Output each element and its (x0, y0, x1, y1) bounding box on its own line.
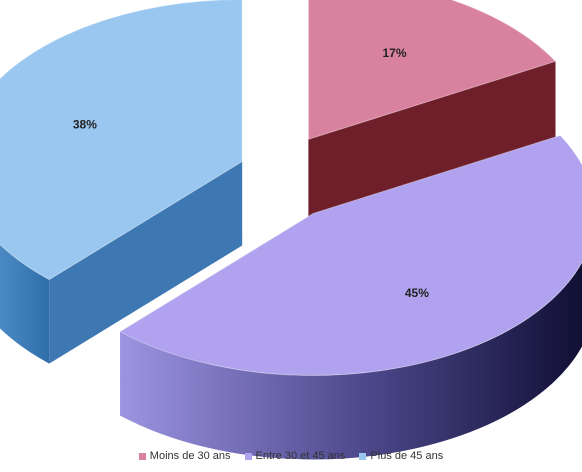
slice-entre (119, 134, 582, 376)
data-label-entre: 45% (405, 286, 429, 300)
legend-label-entre: Entre 30 et 45 ans (255, 450, 346, 462)
legend-label-plus: Plus de 45 ans (370, 450, 444, 462)
slice-moins (307, 0, 557, 140)
data-label-moins: 17% (382, 46, 406, 60)
slice-plus-cut-start (49, 161, 243, 364)
legend: Moins de 30 ans Entre 30 et 45 ans Plus … (0, 450, 582, 462)
slice-moins-cut-end (308, 61, 556, 224)
legend-label-moins: Moins de 30 ans (149, 450, 231, 462)
slice-plus (0, 0, 243, 281)
legend-swatch-entre (244, 452, 252, 460)
data-label-plus: 38% (73, 118, 97, 132)
slice-entre-side (120, 262, 582, 460)
legend-item-moins: Moins de 30 ans (138, 450, 231, 462)
legend-item-entre: Entre 30 et 45 ans (244, 450, 346, 462)
legend-swatch-plus (359, 452, 367, 460)
legend-item-plus: Plus de 45 ans (359, 450, 443, 462)
slice-plus-side (0, 244, 50, 364)
legend-swatch-moins (138, 452, 146, 460)
